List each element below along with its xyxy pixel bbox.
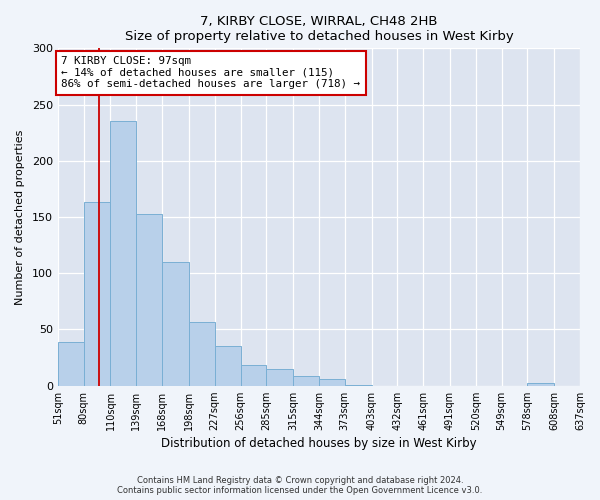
Bar xyxy=(58,342,84,386)
Title: 7, KIRBY CLOSE, WIRRAL, CH48 2HB
Size of property relative to detached houses in: 7, KIRBY CLOSE, WIRRAL, CH48 2HB Size of… xyxy=(125,15,514,43)
Bar xyxy=(189,322,215,386)
Bar xyxy=(162,262,189,386)
Bar xyxy=(215,346,241,386)
X-axis label: Distribution of detached houses by size in West Kirby: Distribution of detached houses by size … xyxy=(161,437,477,450)
Bar xyxy=(266,369,293,386)
Bar xyxy=(136,214,162,386)
Bar xyxy=(319,379,345,386)
Bar xyxy=(293,376,319,386)
Text: Contains HM Land Registry data © Crown copyright and database right 2024.
Contai: Contains HM Land Registry data © Crown c… xyxy=(118,476,482,495)
Bar xyxy=(345,384,371,386)
Bar xyxy=(84,202,110,386)
Bar xyxy=(527,384,554,386)
Text: 7 KIRBY CLOSE: 97sqm
← 14% of detached houses are smaller (115)
86% of semi-deta: 7 KIRBY CLOSE: 97sqm ← 14% of detached h… xyxy=(61,56,361,90)
Bar xyxy=(110,122,136,386)
Bar xyxy=(241,366,266,386)
Y-axis label: Number of detached properties: Number of detached properties xyxy=(15,130,25,304)
